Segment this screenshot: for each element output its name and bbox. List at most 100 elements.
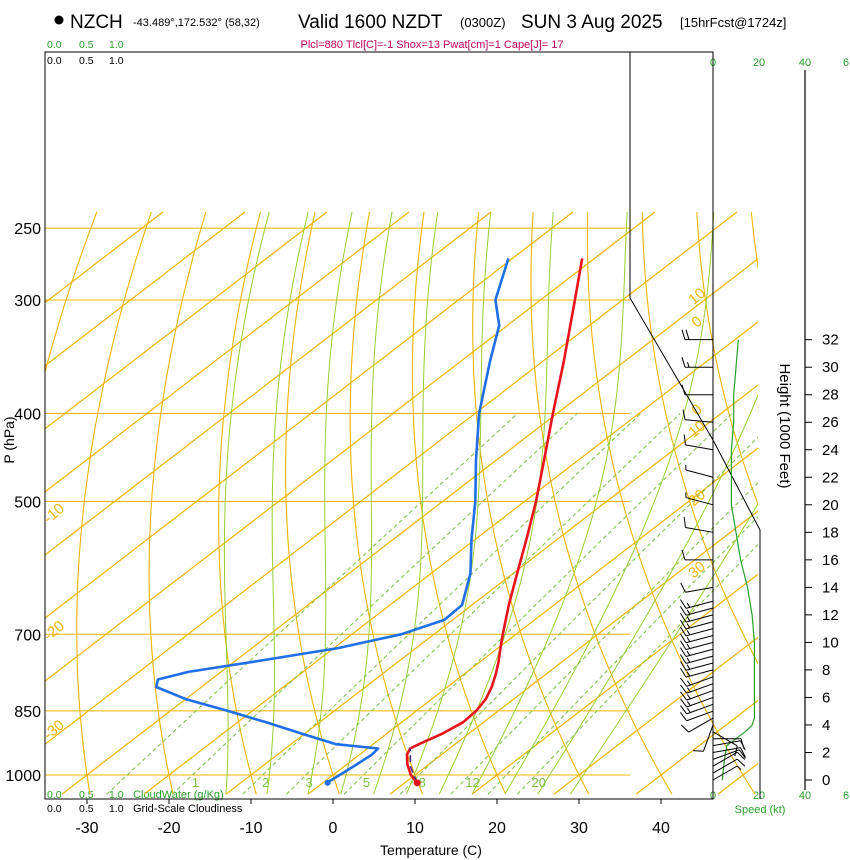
speed-label: Speed (kt) [735, 804, 786, 816]
mixing-ratio-0.5 [106, 413, 519, 795]
wind-barb-flag [738, 749, 746, 759]
mixing-ratio-1 [171, 413, 578, 795]
wind-barb [680, 640, 714, 651]
wind-barb [680, 683, 714, 694]
speed-scale-bottom-1: 20 [753, 790, 765, 802]
wind-barb-half [686, 694, 691, 700]
speed-scale-top-3: 6 [843, 57, 849, 69]
valid-zulu: (0300Z) [460, 15, 506, 30]
wind-barb-flag [680, 712, 688, 722]
wind-barb [680, 676, 714, 687]
wind-barb-flag [685, 329, 690, 340]
temp-tick-label: -20 [157, 820, 180, 837]
wind-barb [712, 747, 746, 758]
wind-panel-edge [629, 52, 761, 799]
wind-barb-staff [688, 717, 714, 733]
wind-barb-half [686, 664, 691, 670]
height-tick-label: 8 [822, 662, 830, 679]
wind-barb [685, 464, 714, 478]
dry-adiabat--20 [148, 211, 207, 795]
wind-barb-staff [685, 444, 714, 451]
wind-barb-flag [680, 606, 687, 616]
height-tick-label: 26 [822, 414, 839, 431]
valid-date: SUN 3 Aug 2025 [521, 12, 663, 33]
mixing-ratio-label: 12 [465, 775, 479, 790]
wind-barb-staff [685, 628, 714, 637]
temp-tick-label: 0 [329, 820, 338, 837]
cloudwater-label: CloudWater (g/Kg) [133, 789, 224, 801]
pressure-tick-label: 500 [14, 495, 41, 512]
isotherm-30 [553, 636, 758, 795]
isotherm-label: -30 [40, 717, 68, 744]
wind-barb [680, 661, 714, 671]
wind-barb [712, 740, 746, 751]
mixing-ratio-16 [487, 516, 758, 795]
y-axis-title: P (hPa) [1, 416, 17, 463]
wind-barb-flag [681, 329, 686, 340]
wind-barb-staff [685, 526, 714, 533]
height-tick-label: 0 [822, 772, 830, 789]
moist-adiabat-28 [537, 393, 758, 795]
isotherm--90 [45, 211, 328, 430]
mixing-ratio-label: 8 [419, 775, 426, 790]
wind-barb-staff [685, 621, 714, 630]
height-tick-label: 18 [822, 524, 839, 541]
wind-barb [680, 696, 714, 708]
cg-scale-bottom-2: 1.0 [109, 803, 124, 815]
wind-barb-flag [680, 633, 687, 644]
speed-scale-bottom-3: 6 [843, 790, 849, 802]
moist-adiabat-24 [504, 211, 715, 795]
wind-barb-staff [685, 469, 714, 478]
wind-barb [680, 612, 714, 623]
cg-scale-bottom-1: 0.5 [79, 803, 94, 815]
wind-barb-staff [712, 751, 738, 767]
wind-barb-staff [685, 586, 714, 593]
dry-adiabat-60 [641, 211, 758, 665]
cloudiness-label: Grid-Scale Cloudiness [133, 803, 243, 815]
valid-time: Valid 1600 NZDT [298, 12, 443, 33]
isotherm--70 [45, 211, 492, 556]
wind-barb-staff [702, 724, 714, 752]
wind-barb-staff [686, 683, 714, 694]
wind-barb [682, 409, 714, 423]
wind-barb [713, 738, 745, 749]
pressure-tick-label: 400 [14, 406, 41, 423]
dry-adiabat--10 [218, 211, 261, 795]
wind-barb-staff [712, 740, 741, 747]
wind-barb-staff [712, 765, 738, 781]
cg-scale-bottom-0: 0.0 [47, 803, 62, 815]
wind-barb [680, 582, 714, 593]
station-code: NZCH [70, 12, 123, 33]
plot-frame [44, 51, 714, 800]
wind-barb-flag [680, 612, 687, 623]
height-tick-label: 28 [822, 387, 839, 404]
wind-barb-half [687, 362, 690, 368]
surface-dewpoint-marker [324, 779, 331, 786]
isotherm-label: -10 [40, 500, 68, 527]
wind-barb-half [686, 687, 691, 693]
wind-barb-half [736, 765, 742, 770]
wind-barb [680, 633, 714, 644]
isotherm--80 [45, 211, 410, 493]
moist-adiabat--5 [266, 211, 309, 795]
dry-adiabat-10 [349, 211, 424, 795]
dry-adiabat-0 [285, 211, 340, 795]
wind-barb-half [686, 671, 691, 677]
temp-tick-label: -10 [239, 820, 262, 837]
cg-scale-top-0: 0.0 [47, 55, 62, 67]
wind-barb [692, 724, 714, 752]
pressure-tick-label: 300 [14, 293, 41, 310]
wind-barb-staff [712, 758, 738, 774]
wind-barb-flag [736, 751, 746, 760]
wind-barb-flag [740, 738, 745, 749]
height-tick-label: 10 [822, 634, 839, 651]
moist-adiabat-0 [307, 211, 353, 795]
pressure-tick-label: 700 [14, 627, 41, 644]
moist-adiabat-8 [373, 211, 439, 795]
height-tick-label: 24 [822, 442, 839, 459]
wind-barb [681, 384, 713, 396]
temp-tick-label: 10 [406, 820, 424, 837]
wind-barb-staff [685, 614, 714, 623]
